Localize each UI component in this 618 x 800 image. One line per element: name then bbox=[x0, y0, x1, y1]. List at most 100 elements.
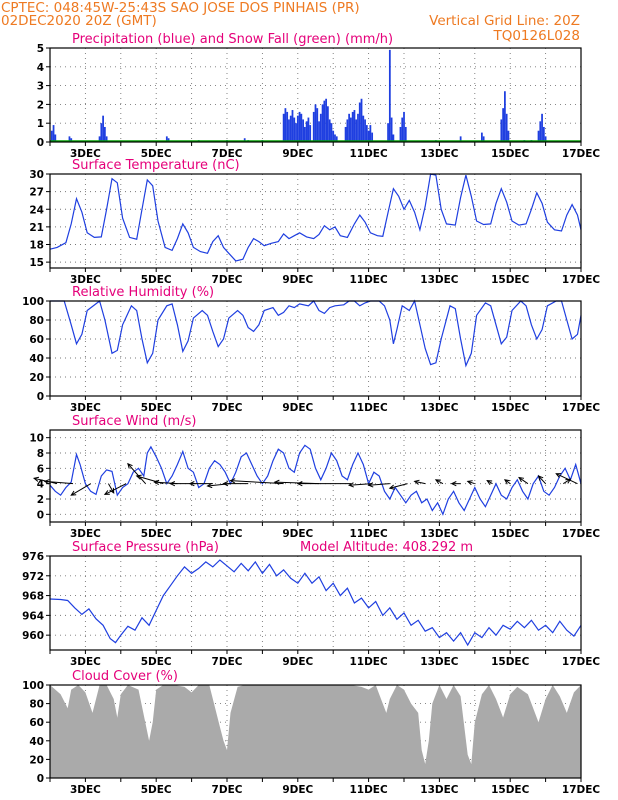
x-tick-label: 13DEC bbox=[420, 274, 459, 286]
wind-arrow-head bbox=[169, 481, 176, 487]
precip-bar bbox=[98, 136, 101, 142]
y-tick-label: 18 bbox=[29, 240, 44, 252]
precip-bar bbox=[103, 126, 106, 142]
precip-bar bbox=[369, 125, 372, 142]
precip-bar bbox=[305, 121, 308, 142]
panel-title: Surface Temperature (nC) bbox=[72, 158, 240, 173]
precip-bar bbox=[365, 125, 368, 142]
wind-arrow-head bbox=[229, 478, 236, 484]
wind-arrow bbox=[486, 480, 493, 486]
y-tick-label: 8 bbox=[37, 448, 44, 460]
wind-arrow bbox=[503, 479, 511, 485]
y-tick-label: 5 bbox=[37, 43, 44, 55]
precip-bar bbox=[388, 49, 391, 142]
wind-arrow-head bbox=[434, 479, 441, 485]
precip-bar bbox=[314, 104, 317, 142]
wind-arrow bbox=[127, 462, 146, 484]
wind-arrow-head bbox=[486, 480, 493, 486]
precip-bar bbox=[50, 130, 53, 142]
y-tick-label: 0 bbox=[37, 137, 44, 149]
x-tick-label: 15DEC bbox=[491, 528, 530, 540]
y-tick-label: 40 bbox=[29, 353, 44, 365]
precip-bar bbox=[364, 119, 366, 142]
precip-bar bbox=[371, 132, 374, 142]
wind-arrow bbox=[434, 479, 444, 485]
precip-bar bbox=[507, 130, 510, 142]
wind-arrow-shaft bbox=[389, 483, 408, 489]
x-tick-label: 13DEC bbox=[420, 148, 459, 160]
wind-arrow bbox=[222, 481, 249, 487]
x-tick-label: 5DEC bbox=[141, 784, 172, 796]
x-tick-label: 9DEC bbox=[282, 784, 313, 796]
y-tick-label: 0 bbox=[37, 773, 44, 785]
wind-arrow-head bbox=[450, 481, 457, 487]
precip-bar bbox=[360, 98, 363, 142]
precip-bar bbox=[541, 113, 543, 142]
wind-arrow-head bbox=[222, 481, 229, 487]
wind-arrow-shaft bbox=[414, 480, 426, 485]
wind-line bbox=[49, 444, 582, 516]
precip-bar bbox=[100, 123, 103, 142]
wind-arrow-shaft bbox=[349, 483, 373, 486]
x-tick-label: 9DEC bbox=[282, 402, 313, 414]
x-tick-label: 11DEC bbox=[349, 148, 388, 160]
y-tick-label: 960 bbox=[22, 630, 44, 642]
temperature-line bbox=[49, 173, 582, 262]
precip-bar bbox=[350, 117, 352, 142]
precip-bar bbox=[296, 115, 299, 142]
wind-arrow-head bbox=[43, 479, 50, 485]
x-tick-label: 5DEC bbox=[141, 656, 172, 668]
precip-bar bbox=[282, 113, 285, 142]
x-tick-label: 9DEC bbox=[282, 274, 313, 286]
precip-bar bbox=[288, 119, 290, 142]
y-tick-label: 21 bbox=[29, 222, 44, 234]
y-tick-label: 27 bbox=[29, 187, 44, 199]
wind-arrow bbox=[518, 476, 529, 485]
header-line1: CPTEC: 048:45W-25:43S SAO JOSE DOS PINHA… bbox=[1, 0, 360, 16]
precip-bar bbox=[319, 113, 322, 142]
panel-title: Precipitation (blue) and Snow Fall (gree… bbox=[72, 32, 393, 47]
y-tick-label: 4 bbox=[37, 62, 44, 74]
wind-arrow-head bbox=[32, 476, 40, 482]
y-tick-label: 20 bbox=[29, 754, 44, 766]
y-tick-label: 6 bbox=[37, 463, 44, 475]
y-tick-label: 40 bbox=[29, 736, 44, 748]
wind-arrow bbox=[188, 481, 213, 487]
wind-arrow-shaft bbox=[435, 479, 444, 485]
precip-bar bbox=[542, 126, 545, 142]
x-tick-label: 3DEC bbox=[70, 656, 101, 668]
precip-bar bbox=[348, 113, 351, 142]
precip-bar bbox=[480, 132, 483, 142]
precip-bar bbox=[316, 108, 319, 142]
x-tick-label: 17DEC bbox=[562, 148, 601, 160]
wind-arrow-head bbox=[153, 479, 160, 486]
wind-arrow-head bbox=[273, 479, 280, 485]
wind-arrow-shaft bbox=[467, 480, 475, 485]
x-tick-label: 3DEC bbox=[70, 274, 101, 286]
wind-arrow-head bbox=[347, 482, 354, 488]
y-tick-label: 30 bbox=[29, 169, 44, 181]
cloud-cover-area bbox=[50, 685, 581, 778]
wind-arrow-head bbox=[466, 480, 473, 486]
wind-arrow-head bbox=[188, 481, 195, 487]
precip-bar bbox=[68, 136, 71, 142]
y-tick-label: 100 bbox=[22, 296, 44, 308]
panel-temperature: Surface Temperature (nC) 15 18 21 24 27 30 3DEC… bbox=[29, 158, 600, 286]
x-tick-label: 11DEC bbox=[349, 784, 388, 796]
x-tick-label: 5DEC bbox=[141, 402, 172, 414]
precip-bar bbox=[358, 102, 361, 142]
precip-bar bbox=[293, 117, 296, 142]
precip-bar bbox=[390, 117, 393, 142]
precip-bar bbox=[300, 113, 303, 142]
precip-bar bbox=[505, 113, 508, 142]
x-tick-label: 17DEC bbox=[562, 784, 601, 796]
wind-arrow-head bbox=[206, 482, 213, 489]
x-tick-label: 9DEC bbox=[282, 528, 313, 540]
y-tick-label: 968 bbox=[22, 591, 44, 603]
panel-frame bbox=[49, 429, 582, 523]
panel-frame bbox=[49, 684, 582, 779]
x-tick-label: 3DEC bbox=[70, 784, 101, 796]
wind-arrow-head bbox=[518, 476, 525, 483]
precip-bar bbox=[392, 134, 395, 142]
header-model-id: TQ0126L028 bbox=[492, 28, 580, 44]
